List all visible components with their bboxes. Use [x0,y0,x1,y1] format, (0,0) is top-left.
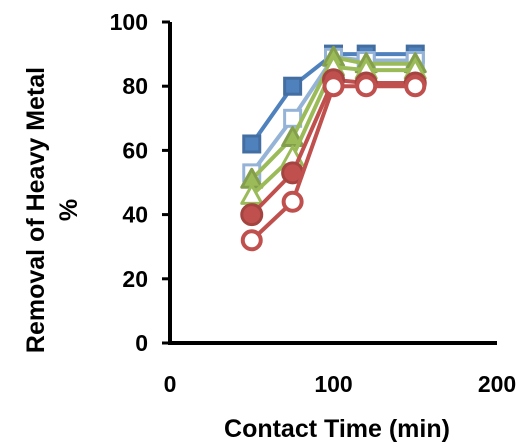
data-point-circle [281,190,304,213]
data-point-circle [404,75,427,98]
data-point-circle [240,203,264,227]
x-tick-label: 100 [314,371,352,397]
labels-group: 0 20 40 60 80 100 0 100 200 Contact Time (min) Rem… [22,9,516,443]
y-tick-label: 20 [122,266,148,292]
data-point-circle [355,75,378,98]
x-tick-label: 0 [164,371,177,397]
series-circle-open [240,75,427,252]
y-axis-title-line2: % [55,199,83,221]
series-group [240,44,427,252]
data-point-square [242,134,262,154]
x-axis-title: Contact Time (min) [224,415,450,443]
data-point-circle [322,75,345,98]
x-tick-label: 200 [478,371,516,397]
y-axis-title: Removal of Heavy Metal% [22,67,83,353]
data-point-square [283,76,303,96]
y-axis-title-line1: Removal of Heavy Metal [22,67,50,353]
y-tick-label: 80 [122,73,148,99]
y-tick-label: 40 [122,202,148,228]
y-tick-label: 100 [110,9,148,35]
data-point-circle [240,229,263,252]
series-line [250,77,416,216]
y-tick-label: 60 [122,137,148,163]
y-tick-label: 0 [135,330,148,356]
axes [162,20,497,345]
